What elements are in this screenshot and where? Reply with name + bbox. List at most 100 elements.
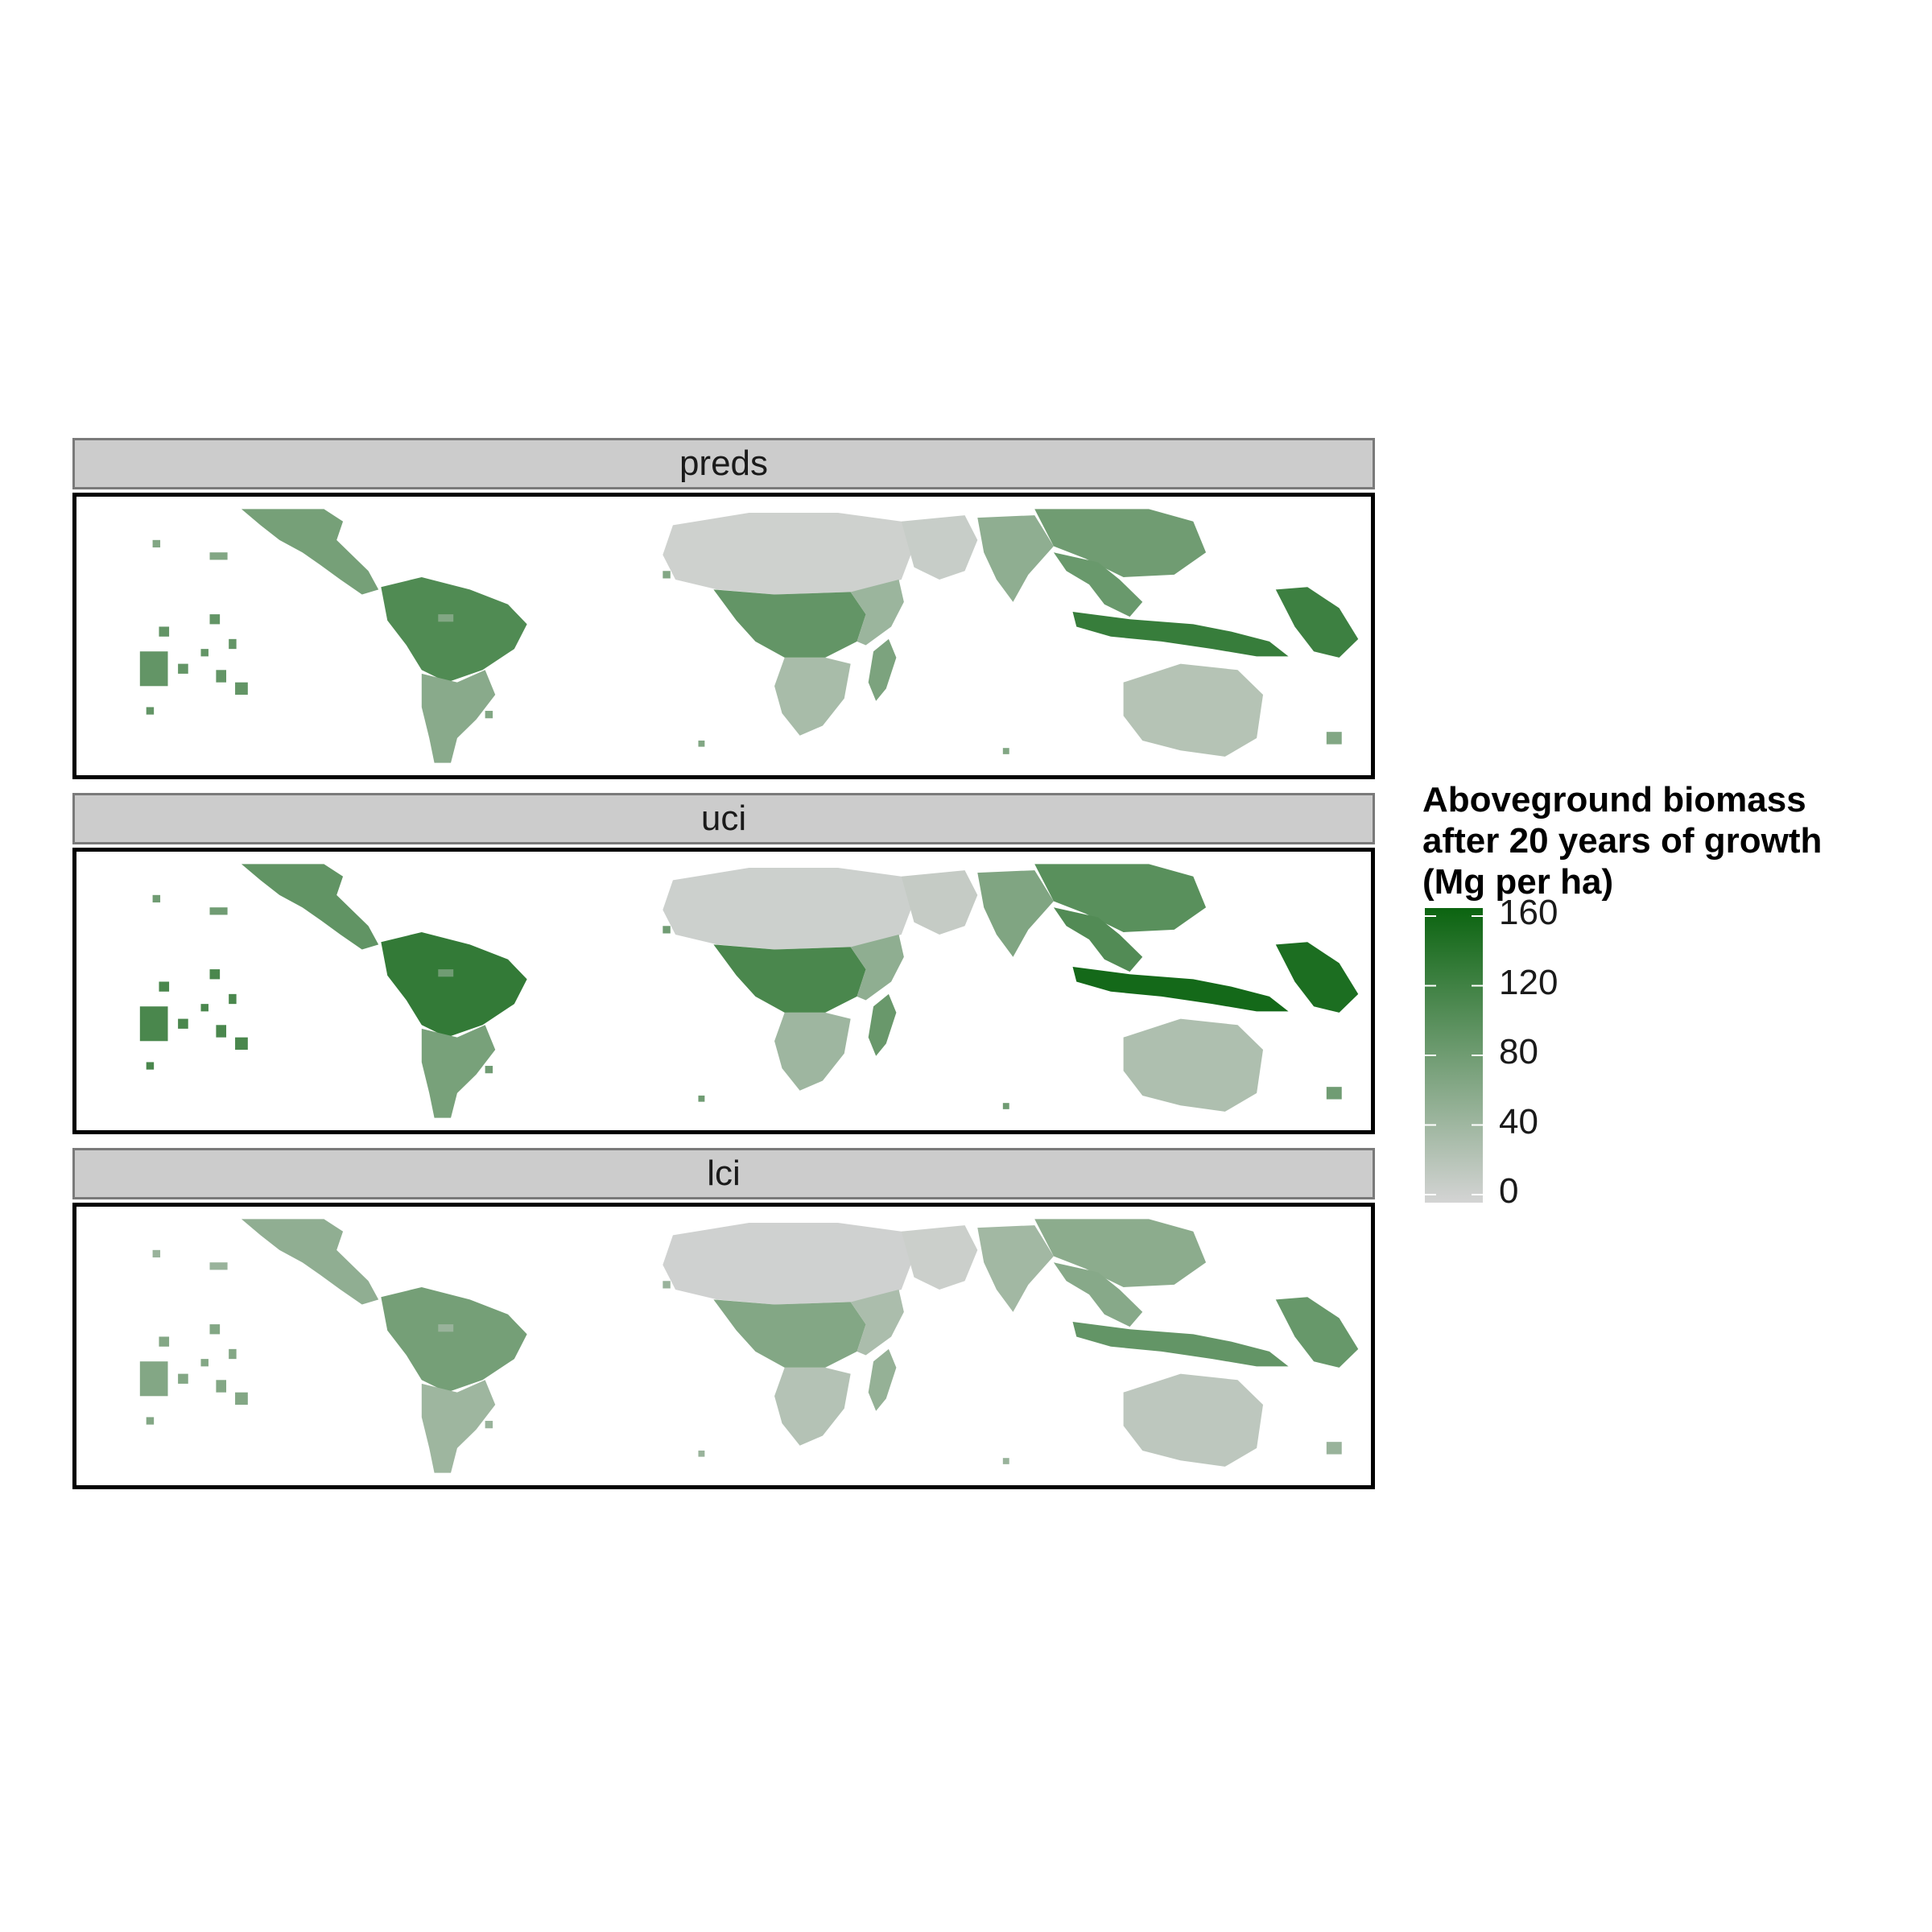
region-caribbean [438,614,454,622]
region-east-africa [850,1290,904,1356]
region-southeast-asia [1053,907,1143,972]
region-caribbean [663,926,671,934]
region-pacific-islands [159,1336,170,1347]
region-caribbean [1326,732,1342,745]
legend-colorbar [1425,908,1483,1203]
region-sahara [663,512,914,595]
region-indonesia [1072,1322,1289,1367]
map-panel-uci [72,848,1375,1134]
region-pacific-islands [139,1361,168,1397]
region-amazon [381,576,527,683]
region-southern-africa [774,1367,851,1446]
legend-title-line-3: (Mg per ha) [1422,862,1614,902]
region-arabia [901,870,978,935]
region-pacific-islands [229,1348,237,1360]
region-pacific-islands [200,1359,208,1367]
region-pacific-islands [216,670,227,683]
region-pacific-islands [200,649,208,657]
region-sahara [663,1222,914,1305]
region-caribbean [1002,1458,1009,1464]
region-caribbean [1002,1103,1009,1109]
facet-label-preds: preds [679,444,769,483]
legend-title-line-1: Aboveground biomass [1422,780,1806,819]
legend-tick-label: 80 [1499,1032,1538,1071]
region-caribbean [698,1095,705,1102]
region-pacific-islands [139,651,168,687]
region-pacific-islands [229,638,237,650]
region-south-china [1034,1219,1207,1287]
facet-strip-lci: lci [72,1148,1375,1199]
region-pacific-islands [209,614,221,625]
region-caribbean [152,539,161,548]
region-caribbean [209,552,228,560]
facet-label-uci: uci [700,799,747,838]
region-pacific-islands [178,1018,188,1029]
map-raster-lci [139,1219,1359,1473]
region-south-china [1034,864,1207,932]
region-india [977,515,1054,602]
region-caribbean [438,1324,454,1332]
map-raster-uci [139,864,1359,1118]
region-southeast-asia [1053,552,1143,617]
region-central-america [241,509,379,595]
region-pacific-islands [159,981,170,992]
region-south-america-south [421,1380,496,1473]
region-new-guinea [1275,942,1359,1013]
region-amazon [381,931,527,1038]
map-panel-lci [72,1203,1375,1489]
region-south-america-south [421,1025,496,1118]
region-pacific-islands [146,707,155,715]
region-congo-basin [713,1299,866,1368]
region-congo-basin [713,589,866,658]
region-caribbean [485,711,493,719]
region-madagascar [868,638,897,701]
map-panel-preds [72,493,1375,779]
region-caribbean [152,1249,161,1258]
region-indonesia [1072,967,1289,1012]
region-australia [1123,1373,1263,1467]
region-caribbean [1002,748,1009,754]
region-pacific-islands [178,663,188,674]
region-madagascar [868,993,897,1056]
legend-tick-label: 120 [1499,963,1558,1002]
facet-label-lci: lci [707,1154,741,1193]
region-pacific-islands [178,1373,188,1384]
region-east-africa [850,935,904,1001]
region-caribbean [663,1281,671,1289]
region-pacific-islands [146,1062,155,1070]
facet-strip-uci: uci [72,793,1375,844]
region-pacific-islands [216,1380,227,1393]
region-pacific-islands [139,1006,168,1042]
region-australia [1123,663,1263,757]
region-pacific-islands [235,1037,248,1051]
region-pacific-islands [146,1417,155,1425]
region-central-america [241,1219,379,1305]
region-pacific-islands [159,626,170,637]
region-pacific-islands [209,969,221,980]
region-caribbean [663,571,671,579]
legend-tick-label: 40 [1499,1102,1538,1141]
region-congo-basin [713,944,866,1013]
region-new-guinea [1275,1297,1359,1368]
region-new-guinea [1275,587,1359,658]
region-arabia [901,1225,978,1290]
region-amazon [381,1286,527,1393]
region-pacific-islands [209,1324,221,1335]
region-india [977,1225,1054,1312]
region-pacific-islands [229,993,237,1005]
region-sahara [663,867,914,950]
region-madagascar [868,1348,897,1411]
region-caribbean [1326,1442,1342,1455]
region-southeast-asia [1053,1262,1143,1327]
region-southern-africa [774,657,851,736]
legend-title-line-2: after 20 years of growth [1422,821,1823,861]
legend-tick-label: 160 [1499,893,1558,932]
region-central-america [241,864,379,950]
region-caribbean [152,894,161,903]
region-south-america-south [421,670,496,763]
region-indonesia [1072,612,1289,657]
region-east-africa [850,580,904,646]
region-caribbean [209,1262,228,1270]
region-caribbean [485,1421,493,1429]
